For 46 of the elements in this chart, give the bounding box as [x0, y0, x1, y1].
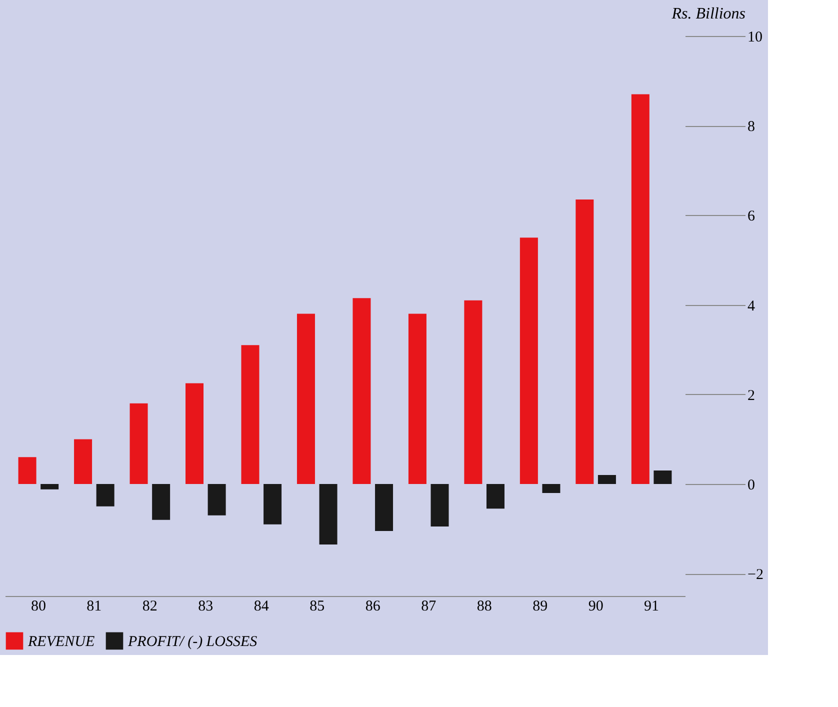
x-tick-label: 82 [142, 598, 158, 614]
bar [40, 484, 59, 490]
bar [520, 238, 538, 484]
bar [241, 345, 260, 484]
bar [542, 484, 560, 493]
bar [186, 383, 204, 484]
x-tick-label: 86 [365, 598, 381, 614]
bar [208, 484, 226, 516]
bar [152, 484, 170, 520]
y-tick-label: 0 [748, 478, 755, 494]
legend-label: REVENUE [27, 634, 95, 650]
y-tick-label: 4 [748, 298, 756, 314]
bar [408, 314, 426, 484]
x-tick-label: 88 [476, 598, 492, 614]
bar [296, 314, 315, 484]
y-tick-label: 10 [748, 30, 762, 46]
y-tick-label: 8 [748, 119, 755, 136]
x-tick-label: 89 [532, 598, 548, 614]
y-tick-label: −2 [748, 567, 764, 584]
x-tick-label: 81 [86, 598, 102, 614]
bar [598, 475, 616, 484]
x-tick-label: 91 [644, 598, 660, 614]
bar [319, 484, 338, 544]
bar [264, 484, 282, 524]
bar [130, 403, 148, 484]
bar [654, 470, 672, 484]
x-tick-label: 80 [30, 598, 46, 614]
bar [96, 484, 114, 506]
bar [430, 484, 449, 527]
bar [352, 298, 371, 484]
x-tick-label: 85 [310, 598, 325, 614]
bar [74, 439, 92, 484]
y-tick-label: 2 [748, 388, 755, 404]
bar [576, 200, 594, 484]
bar [631, 94, 650, 484]
legend-label: PROFIT/ (-) LOSSES [127, 634, 258, 650]
bar [486, 484, 504, 509]
bar [464, 300, 482, 484]
bar [18, 457, 36, 484]
x-tick-label: 87 [421, 598, 437, 614]
x-tick-label: 90 [588, 598, 604, 614]
x-tick-label: 84 [254, 598, 270, 614]
x-tick-label: 83 [198, 598, 214, 614]
bar [375, 484, 394, 532]
y-tick-label: 6 [748, 208, 756, 225]
y-axis-title: Rs. Billions [670, 6, 746, 22]
